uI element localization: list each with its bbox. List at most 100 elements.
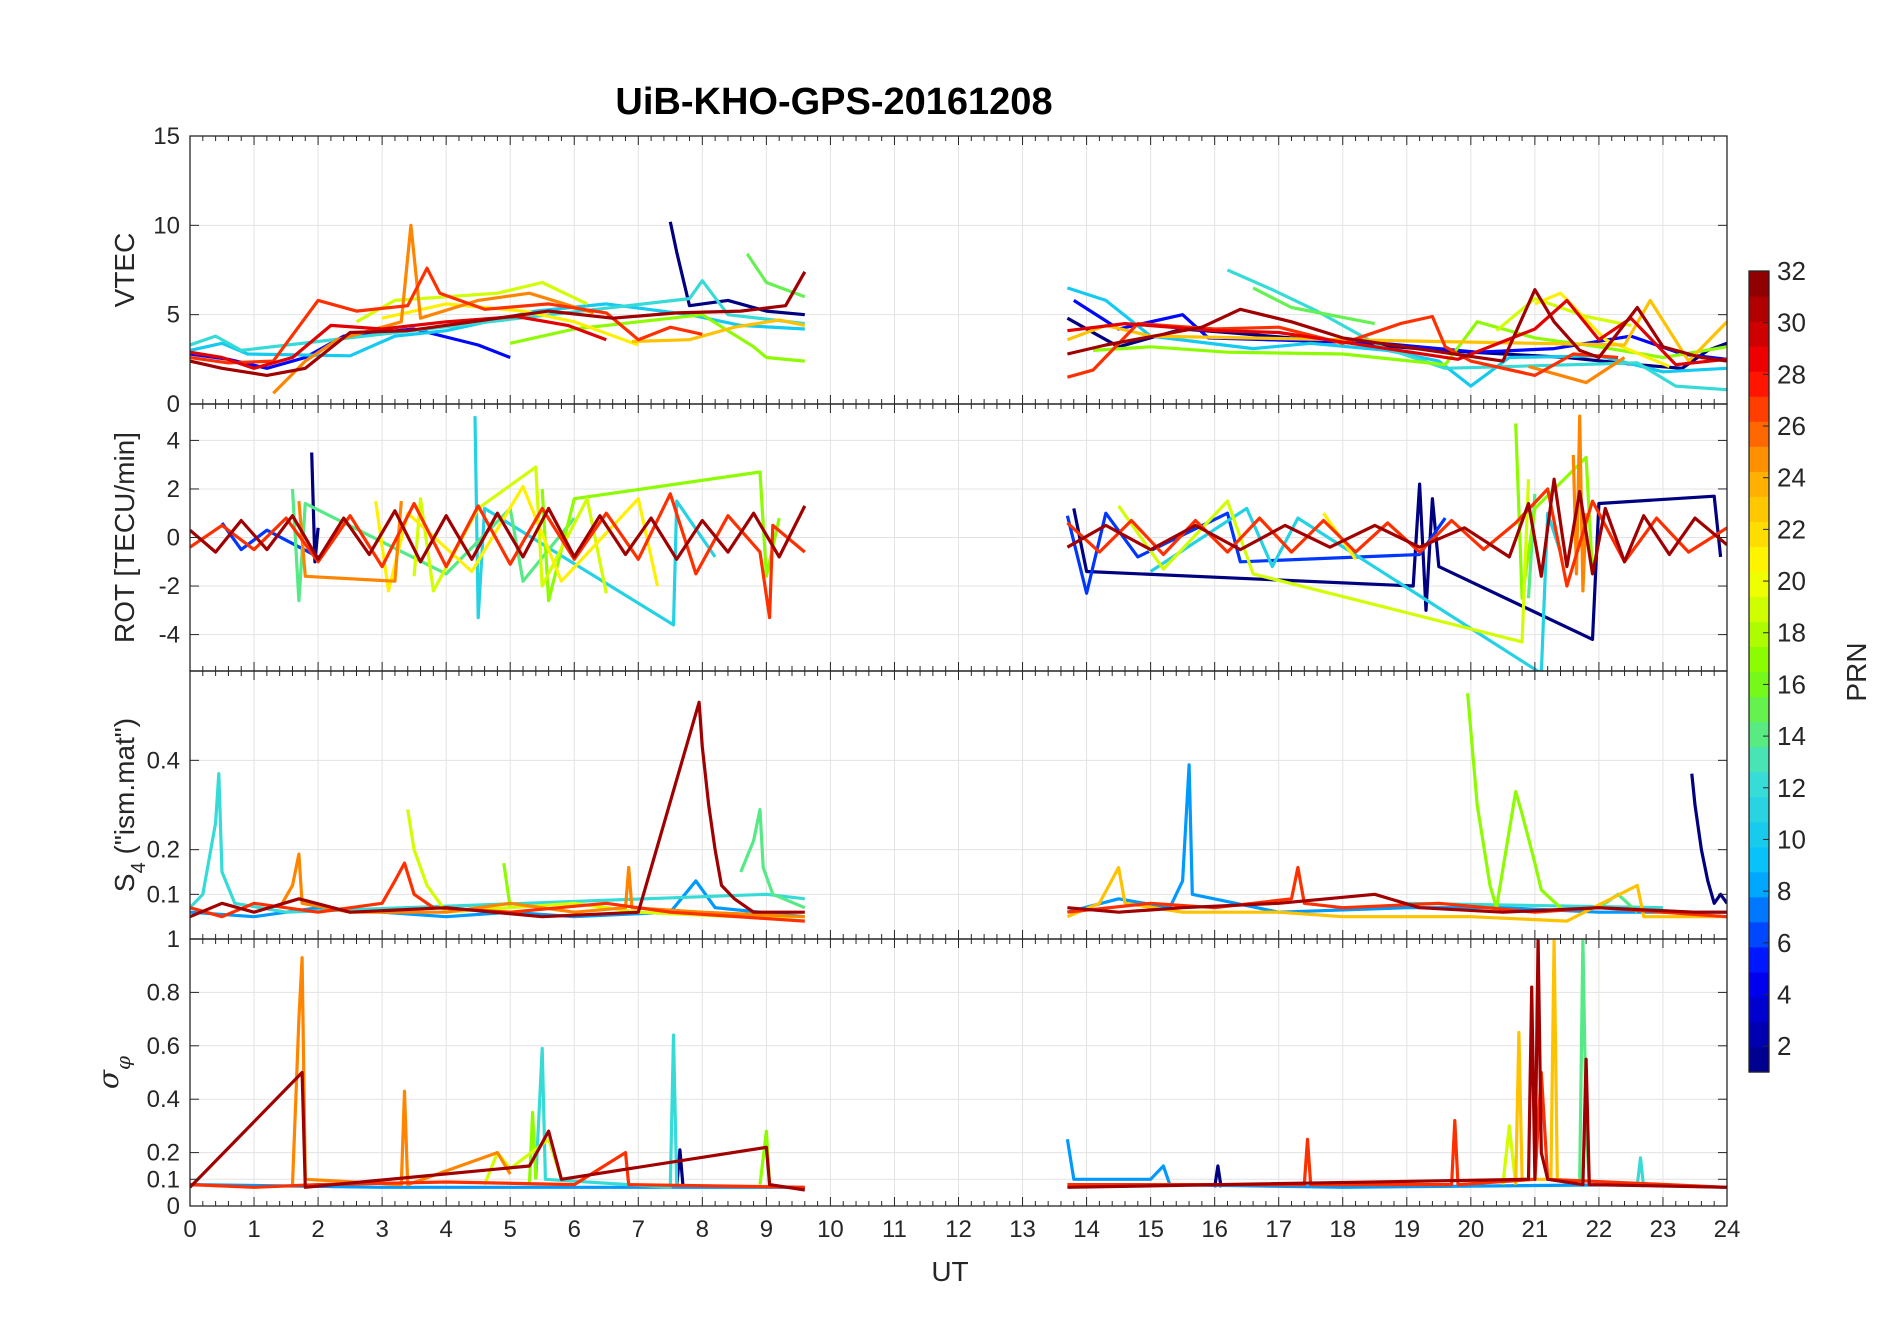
series-line-prn-15 bbox=[1252, 286, 1376, 326]
colorbar-band bbox=[1749, 396, 1769, 422]
x-tick-label: 3 bbox=[375, 1216, 388, 1243]
colorbar-band bbox=[1749, 821, 1769, 848]
y-tick-label: 4 bbox=[167, 427, 180, 454]
x-tick-label: 24 bbox=[1714, 1216, 1741, 1243]
series-line-prn-12 bbox=[1635, 1156, 1646, 1188]
colorbar-tick-label: 14 bbox=[1777, 721, 1806, 751]
colorbar-band bbox=[1749, 871, 1769, 898]
y-axis-label-rot: ROT [TECU/min] bbox=[109, 432, 140, 643]
y-tick-label: 0.2 bbox=[147, 837, 180, 864]
panel-s4: 0.1 0.2 0.4S4 ("ism.mat") bbox=[109, 670, 1728, 940]
series-line-prn-27 bbox=[190, 266, 703, 365]
colorbar-tick-label: 16 bbox=[1777, 669, 1806, 699]
ticks-vtec: 0 5 10 15 bbox=[153, 123, 1728, 418]
series-line-prn-29 bbox=[1067, 298, 1727, 367]
series-line-prn-1 bbox=[668, 221, 805, 317]
x-tick-label: 4 bbox=[439, 1216, 452, 1243]
series-line-prn-31 bbox=[190, 1070, 806, 1192]
colorbar-tick-label: 24 bbox=[1777, 463, 1806, 493]
colorbar-band bbox=[1749, 521, 1769, 547]
y-tick-label: 0.6 bbox=[147, 1033, 180, 1060]
y-tick-label: 15 bbox=[153, 123, 180, 150]
colorbar-band bbox=[1749, 471, 1769, 497]
y-tick-label: 1 bbox=[167, 926, 180, 953]
y-axis-label-sigma_phi: σφ bbox=[92, 1056, 135, 1089]
colorbar-tick-label: 18 bbox=[1777, 618, 1806, 648]
series-line-prn-1 bbox=[310, 452, 320, 564]
x-tick-label: 23 bbox=[1650, 1216, 1677, 1243]
ticks-rot: -4 -2 0 2 4 bbox=[159, 404, 1728, 671]
colorbar-band bbox=[1749, 921, 1769, 948]
x-tick-label: 21 bbox=[1522, 1216, 1549, 1243]
colorbar-tick-label: 12 bbox=[1777, 773, 1806, 803]
series-line-prn-14 bbox=[739, 807, 806, 910]
colorbar-tick-label: 22 bbox=[1777, 514, 1806, 544]
colorbar-band bbox=[1749, 271, 1769, 297]
series-group-vtec bbox=[190, 221, 1727, 395]
colorbar-tick-label: 20 bbox=[1777, 566, 1806, 596]
series-line-prn-12 bbox=[190, 279, 805, 352]
y-tick-label: 0.2 bbox=[147, 1140, 180, 1167]
series-line-prn-12 bbox=[1226, 268, 1727, 392]
series-line-prn-21 bbox=[1534, 291, 1671, 368]
ticks-s4: 0.1 0.2 0.4 bbox=[147, 671, 1728, 939]
series-line-prn-12 bbox=[190, 772, 805, 914]
series-line-prn-31 bbox=[1067, 892, 1727, 914]
series-line-prn-11 bbox=[473, 416, 717, 627]
grid-s4 bbox=[189, 671, 1728, 939]
x-tick-label: 9 bbox=[760, 1216, 773, 1243]
y-axis-label-vtec: VTEC bbox=[109, 233, 140, 308]
colorbar-tick-label: 26 bbox=[1777, 411, 1806, 441]
colorbar-tick-label: 8 bbox=[1777, 876, 1791, 906]
ticks-sigma_phi: 00.10.20.40.60.810 1 2 3 4 5 6 7 8 9 10 11 12 13 14 15 1… bbox=[147, 926, 1741, 1243]
colorbar-band bbox=[1749, 996, 1769, 1023]
colorbar-band bbox=[1749, 696, 1769, 723]
series-line-prn-27 bbox=[1067, 1070, 1727, 1189]
series-line-prn-25 bbox=[272, 223, 594, 395]
y-tick-label: 0 bbox=[167, 1193, 180, 1220]
series-line-prn-17 bbox=[502, 862, 512, 908]
x-tick-label: 18 bbox=[1329, 1216, 1356, 1243]
x-tick-label: 15 bbox=[1137, 1216, 1164, 1243]
colorbar-band bbox=[1749, 621, 1769, 648]
x-tick-label: 14 bbox=[1073, 1216, 1100, 1243]
series-line-prn-31 bbox=[190, 700, 805, 919]
panel-rot: -4 -2 0 2 4 ROT [TECU/min] bbox=[109, 403, 1728, 672]
colorbar-band bbox=[1749, 796, 1769, 823]
series-line-prn-19 bbox=[1501, 1124, 1518, 1185]
colorbar-band bbox=[1749, 571, 1769, 598]
x-tick-label: 20 bbox=[1457, 1216, 1484, 1243]
series-line-prn-31 bbox=[1067, 939, 1727, 1189]
panel-vtec: 0 5 10 15 VTEC bbox=[109, 123, 1728, 418]
y-tick-label: 0 bbox=[167, 525, 180, 552]
colorbar-band bbox=[1749, 421, 1769, 447]
y-tick-label: 0.4 bbox=[147, 1086, 180, 1113]
colorbar-tick-label: 2 bbox=[1777, 1031, 1791, 1061]
y-tick-label: 2 bbox=[167, 476, 180, 503]
x-tick-label: 7 bbox=[632, 1216, 645, 1243]
x-tick-label: 11 bbox=[882, 1216, 907, 1243]
colorbar-band bbox=[1749, 671, 1769, 698]
colorbar-tick-label: 10 bbox=[1777, 824, 1806, 854]
series-line-prn-27 bbox=[190, 492, 806, 620]
x-tick-label: 8 bbox=[696, 1216, 709, 1243]
colorbar-band bbox=[1749, 846, 1769, 873]
series-line-prn-29 bbox=[190, 314, 607, 370]
series-group-s4 bbox=[190, 693, 1727, 923]
x-tick-label: 16 bbox=[1201, 1216, 1228, 1243]
series-line-prn-27 bbox=[1066, 487, 1727, 588]
colorbar-tick-label: 32 bbox=[1777, 256, 1806, 286]
colorbar-band bbox=[1749, 596, 1769, 623]
x-tick-label: 19 bbox=[1393, 1216, 1420, 1243]
colorbar-tick-label: 6 bbox=[1777, 928, 1791, 958]
series-line-prn-27 bbox=[190, 1151, 805, 1189]
colorbar-band bbox=[1749, 446, 1769, 472]
x-tick-label: 12 bbox=[945, 1216, 972, 1243]
colorbar-band bbox=[1749, 321, 1769, 347]
series-line-prn-19 bbox=[355, 280, 588, 324]
series-line-prn-1 bbox=[1072, 482, 1723, 641]
x-tick-label: 22 bbox=[1586, 1216, 1613, 1243]
colorbar-tick-label: 4 bbox=[1777, 979, 1791, 1009]
y-tick-label: 0.4 bbox=[147, 747, 180, 774]
